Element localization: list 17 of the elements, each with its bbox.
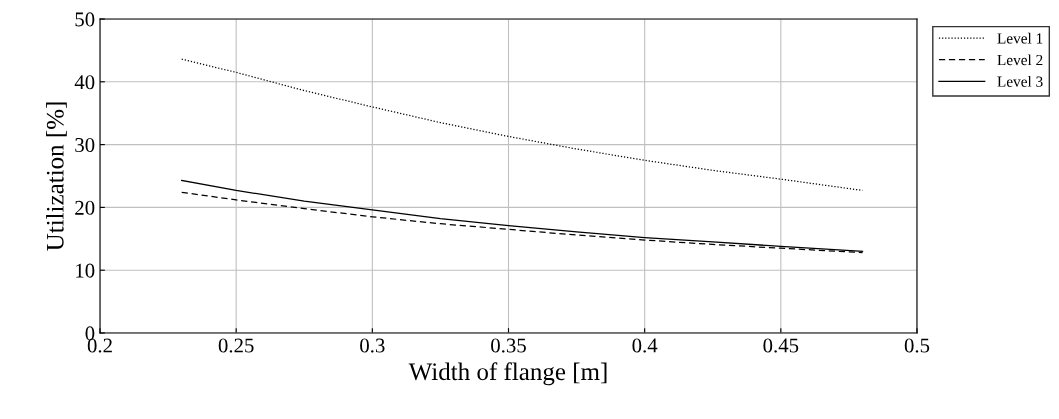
legend-label: Level 3 [997, 76, 1043, 87]
y-tick-label: 30 [75, 137, 95, 153]
x-tick-label: 0.5 [904, 338, 930, 353]
x-tick-label: 0.4 [632, 338, 658, 353]
y-tick-label: 20 [75, 200, 95, 215]
legend-label: Level 1 [997, 32, 1043, 44]
y-tick-label: 10 [76, 263, 95, 278]
y-tick-label: 40 [74, 75, 95, 90]
x-tick-label: 0.3 [360, 338, 385, 353]
x-axis-title: Width of flange [m] [408, 362, 607, 386]
y-tick-label: 50 [75, 12, 95, 27]
legend-label: Level 2 [997, 54, 1043, 66]
y-axis-title: Utilization [%] [46, 102, 67, 251]
x-tick-label: 0.45 [763, 338, 799, 353]
x-tick-label: 0.25 [218, 338, 254, 353]
line-series [181, 58, 864, 192]
x-tick-label: 0.35 [491, 338, 526, 353]
